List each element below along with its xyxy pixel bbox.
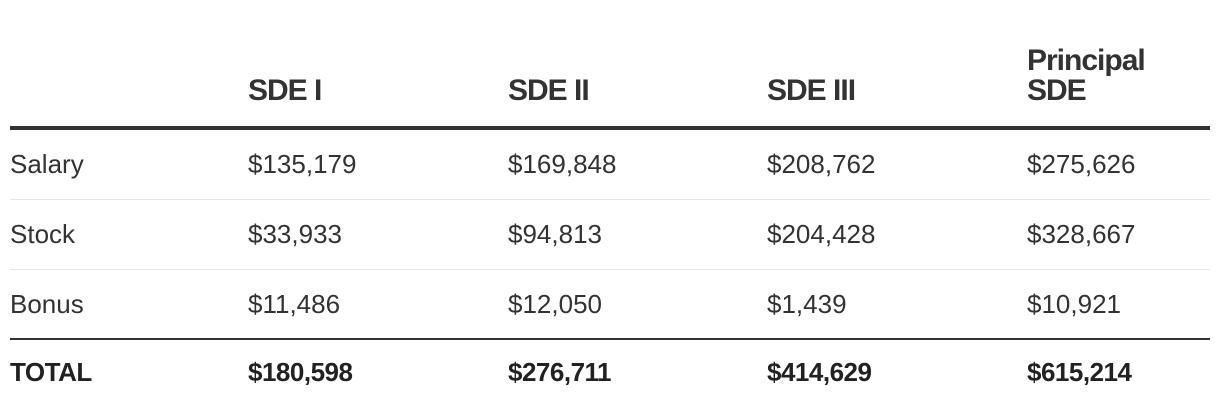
- table-cell: $10,921: [1027, 288, 1121, 319]
- table-cell: $94,813: [508, 219, 602, 249]
- table-cell: $1,439: [767, 288, 847, 319]
- table-cell: $275,626: [1027, 149, 1136, 179]
- row-label: Bonus: [10, 288, 84, 319]
- header-sde-3: SDE III: [767, 74, 856, 107]
- table-row-bonus: Bonus $11,486 $12,050 $1,439 $10,921: [10, 270, 1210, 340]
- table-cell: $169,848: [508, 149, 617, 179]
- table-row-total: TOTAL $180,598 $276,711 $414,629 $615,21…: [10, 340, 1210, 404]
- header-sde-1: SDE I: [248, 74, 322, 107]
- total-cell: $276,711: [508, 356, 612, 387]
- table-cell: $11,486: [248, 288, 341, 319]
- table-cell: $33,933: [248, 219, 342, 249]
- table-cell: $328,667: [1027, 219, 1136, 249]
- table-cell: $12,050: [508, 288, 602, 319]
- row-label: Salary: [10, 149, 84, 179]
- table-row-salary: Salary $135,179 $169,848 $208,762 $275,6…: [10, 130, 1210, 200]
- total-label: TOTAL: [10, 356, 92, 387]
- header-principal-sde: Principal SDE: [1027, 44, 1146, 107]
- table-header-row: SDE I SDE II SDE III Principal SDE: [10, 0, 1210, 130]
- table-cell: $208,762: [767, 149, 876, 179]
- row-label: Stock: [10, 219, 76, 249]
- total-cell: $414,629: [767, 356, 872, 387]
- compensation-table: SDE I SDE II SDE III Principal SDE Salar…: [10, 0, 1210, 404]
- table-row-stock: Stock $33,933 $94,813 $204,428 $328,667: [10, 200, 1210, 270]
- table-cell: $135,179: [248, 149, 357, 179]
- table-cell: $204,428: [767, 219, 876, 249]
- total-cell: $180,598: [248, 356, 353, 387]
- header-sde-2: SDE II: [508, 74, 590, 107]
- total-cell: $615,214: [1027, 356, 1132, 387]
